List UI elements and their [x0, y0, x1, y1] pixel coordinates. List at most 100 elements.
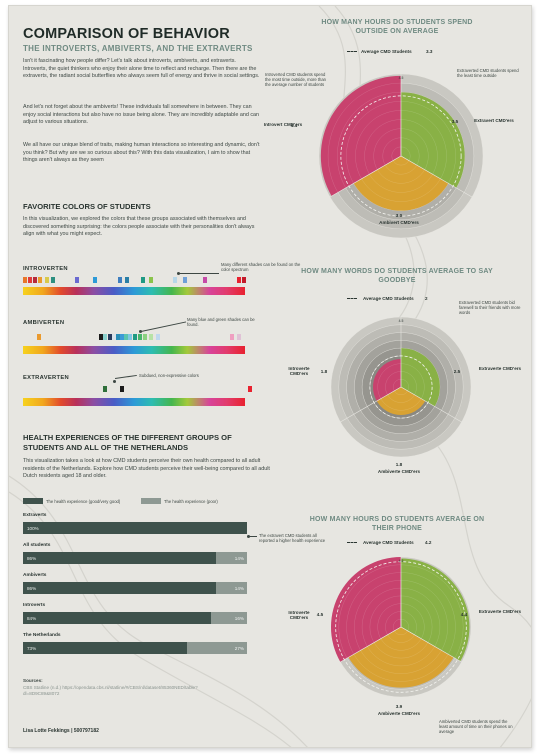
chart1-average-value: 3.3 — [426, 49, 432, 54]
chart1-ambivert-label: Ambivert CMD'ers — [374, 220, 424, 225]
chart3-extravert-value: 4.4 — [455, 612, 473, 617]
health-bar-poor-value: 14% — [235, 586, 244, 591]
color-swatch — [103, 334, 107, 340]
legend-good-label: The health experience (good/very good) — [46, 499, 120, 504]
sources-link-2: dl=8D9C89&8072 — [23, 691, 59, 697]
ambivert-color-label: AMBIVERTEN — [23, 320, 64, 326]
chart2-ambivert-label: Ambiverte CMD'ers — [374, 469, 424, 474]
chart2-average-label: Average CMD Students — [363, 296, 414, 301]
chart3-title: HOW MANY HOURS DO STUDENTS AVERAGE ON TH… — [299, 516, 495, 533]
ambivert-swatches — [23, 334, 247, 340]
color-swatch — [149, 334, 153, 340]
health-bar-label: The Netherlands — [23, 633, 61, 638]
introvert-swatches — [23, 277, 247, 283]
chart2-extravert-value: 2.5 — [447, 369, 467, 374]
introvert-color-spectrum — [23, 287, 245, 295]
introvert-annotation: Many different shades can be found on th… — [221, 262, 301, 272]
chart3-ambivert-value: 3.9 — [374, 704, 424, 709]
chart1-average-label: Average CMD Students — [361, 49, 412, 54]
radar-scale-label: 4.5 — [399, 76, 404, 80]
chart2-ambivert-value: 1.8 — [374, 462, 424, 467]
color-swatch — [156, 334, 160, 340]
health-bar-good-value: 100% — [27, 526, 39, 531]
color-swatch — [237, 334, 241, 340]
health-bar: 86% 14% — [23, 552, 247, 564]
chart3-extravert-label: Extraverte CMD'ers — [475, 609, 525, 614]
extravert-annotation: Subdued, non-expressive colors — [139, 373, 219, 378]
author-credit: Lisa Lotte Fekkings | 500797182 — [23, 728, 99, 734]
chart1-annotation-extravert: Extraverted CMD students spend the least… — [457, 68, 525, 78]
chart2-extravert-label: Extraverte CMD'ers — [475, 366, 525, 371]
color-swatch — [28, 277, 32, 283]
health-bar-good-value: 84% — [27, 616, 36, 621]
color-swatch — [183, 277, 187, 283]
chart3-introvert-value: 4.5 — [313, 612, 327, 617]
chart1-average-dash — [347, 51, 357, 52]
health-section-title: HEALTH EXPERIENCES OF THE DIFFERENT GROU… — [23, 433, 263, 452]
colors-section-title: FAVORITE COLORS OF STUDENTS — [23, 202, 151, 212]
radar-scale-label: 4.5 — [399, 319, 404, 323]
infographic-poster: COMPARISON OF BEHAVIOR THE INTROVERTS, A… — [8, 5, 532, 748]
radar-scale-label: 4.5 — [399, 559, 404, 563]
color-swatch — [45, 277, 49, 283]
health-bar-good-value: 86% — [27, 586, 36, 591]
introvert-color-label: INTROVERTEN — [23, 266, 68, 272]
color-swatch — [149, 277, 153, 283]
color-swatch — [237, 277, 241, 283]
color-swatch — [103, 386, 107, 392]
chart2-annotation-extravert: Extraverted CMD students bid farewell to… — [459, 300, 525, 316]
color-swatch — [118, 277, 122, 283]
page-subtitle: THE INTROVERTS, AMBIVERTS, AND THE EXTRA… — [23, 44, 253, 53]
page-title: COMPARISON OF BEHAVIOR — [23, 26, 230, 42]
color-swatch — [248, 386, 252, 392]
health-bar: 100% — [23, 522, 247, 534]
extravert-annotation-line — [115, 375, 137, 379]
chart1-ambivert-value: 3.0 — [374, 213, 424, 218]
color-swatch — [173, 277, 177, 283]
color-swatch — [230, 334, 234, 340]
health-bar-label: All students — [23, 543, 50, 548]
extravert-annotation-dot — [113, 380, 116, 383]
chart2-title: HOW MANY WORDS DO STUDENTS AVERAGE TO SA… — [299, 268, 495, 285]
health-bar-poor-value: 27% — [235, 646, 244, 651]
color-swatch — [93, 277, 97, 283]
extravert-color-label: EXTRAVERTEN — [23, 375, 69, 381]
chart2-radar: 4.5 — [309, 309, 493, 469]
chart1-extravert-value: 3.5 — [445, 119, 465, 124]
chart1-title: HOW MANY HOURS DO STUDENTS SPEND OUTSIDE… — [305, 19, 489, 36]
health-bar-good-segment — [23, 582, 216, 594]
health-bar: 84% 16% — [23, 612, 247, 624]
chart3-average-label: Average CMD Students — [363, 540, 414, 545]
introvert-annotation-line — [179, 273, 219, 274]
health-bar-poor-value: 14% — [235, 556, 244, 561]
chart1-extravert-label: Extravert CMD'ers — [469, 118, 519, 123]
chart2-average-dash — [347, 298, 357, 299]
chart1-annotation-introvert: Introverted CMD students spend the most … — [265, 72, 331, 88]
health-bar-poor-value: 16% — [235, 616, 244, 621]
color-swatch — [33, 277, 37, 283]
chart3-average-dash — [347, 542, 357, 543]
color-swatch — [203, 277, 207, 283]
health-bar-good-value: 73% — [27, 646, 36, 651]
intro-paragraph-2: And let's not forget about the ambiverts… — [23, 104, 261, 127]
health-bar-label: Extraverts — [23, 513, 46, 518]
chart3-annotation-ambivert: Ambiverted CMD students spend the least … — [439, 719, 517, 735]
intro-paragraph-3: We all have our unique blend of traits, … — [23, 142, 261, 165]
color-swatch — [120, 386, 124, 392]
color-swatch — [133, 334, 137, 340]
color-swatch — [23, 277, 27, 283]
sources-link-1[interactable]: CBS Statline (n.d.) https://opendata.cbs… — [23, 685, 198, 691]
legend-good-swatch — [23, 498, 43, 504]
health-bar: 73% 27% — [23, 642, 247, 654]
health-bar-good-value: 86% — [27, 556, 36, 561]
color-swatch — [51, 277, 55, 283]
health-bar-good-segment — [23, 522, 247, 534]
health-bar-good-segment — [23, 642, 187, 654]
intro-paragraph-1: Isn't it fascinating how people differ? … — [23, 58, 261, 81]
legend-poor-label: The health experience (poor) — [164, 499, 218, 504]
color-swatch — [138, 334, 142, 340]
color-swatch — [38, 277, 42, 283]
color-swatch — [37, 334, 41, 340]
color-swatch — [128, 334, 132, 340]
colors-section-text: In this visualization, we explored the c… — [23, 216, 261, 239]
